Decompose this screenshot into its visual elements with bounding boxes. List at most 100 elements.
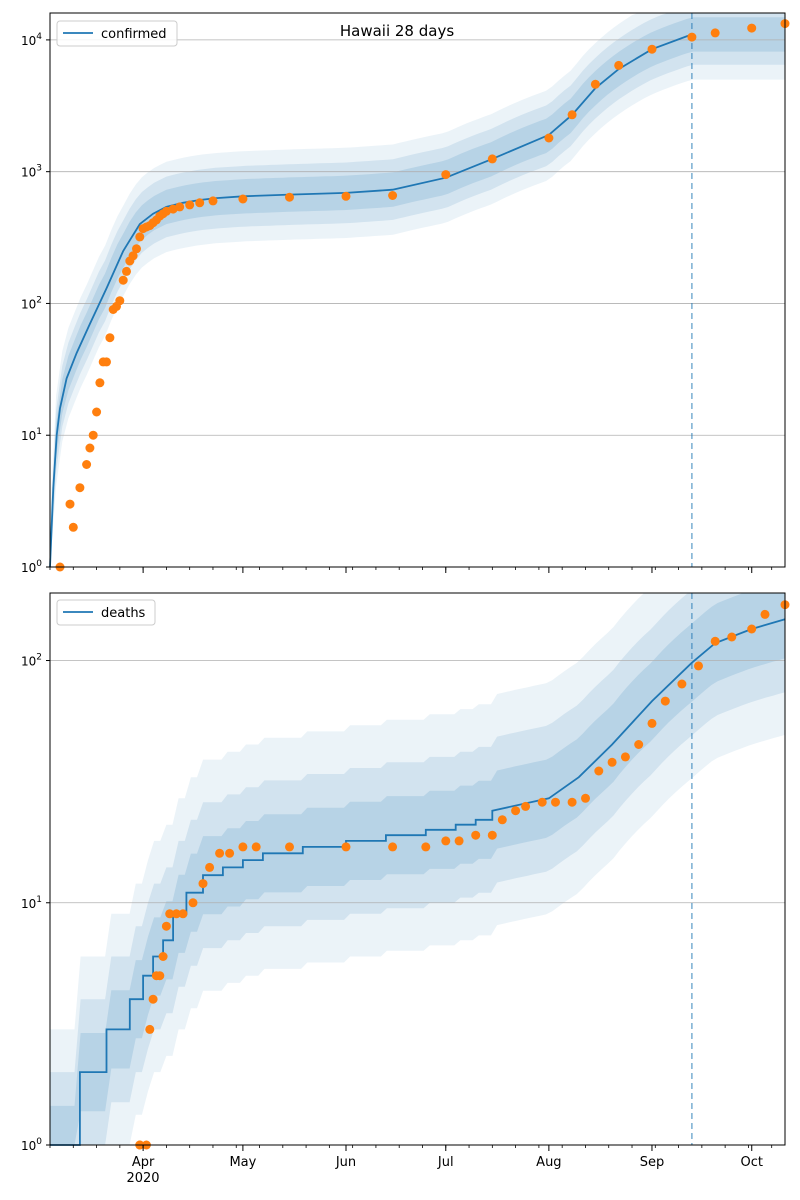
- x-tick-label: Oct: [740, 1155, 762, 1170]
- y-tick-label: 101: [21, 895, 42, 911]
- deaths-uncertainty-bands: [50, 593, 785, 1145]
- observed-point: [118, 275, 128, 285]
- deaths-panel: 100 101 102 Apr May Jun Jul Aug Sep Oct 2020 dea…: [21, 592, 790, 1186]
- observed-point: [238, 842, 248, 852]
- confirmed-legend-label: confirmed: [101, 27, 167, 42]
- observed-point: [225, 848, 235, 858]
- observed-point: [620, 752, 630, 762]
- deaths-legend-box: [56, 599, 156, 626]
- deaths-model-line: [50, 618, 786, 1146]
- observed-point: [747, 23, 757, 33]
- observed-point: [215, 848, 225, 858]
- confirmed-observed-points: [55, 19, 790, 572]
- observed-point: [165, 909, 175, 919]
- uncertainty-band: [50, 593, 785, 1145]
- y-tick-label: 102: [21, 295, 42, 311]
- deaths-x-axis: Apr May Jun Jul Aug Sep Oct: [49, 1145, 773, 1170]
- observed-point: [285, 842, 294, 852]
- x-tick-label: Jul: [437, 1155, 454, 1170]
- observed-point: [544, 133, 554, 143]
- confirmed-uncertainty-bands: [50, 13, 785, 568]
- observed-point: [537, 797, 547, 807]
- y-tick-label: 102: [21, 653, 42, 669]
- observed-point: [677, 679, 687, 689]
- x-tick-label: Jun: [335, 1155, 356, 1170]
- uncertainty-band: [50, 593, 785, 1145]
- observed-point: [88, 430, 98, 440]
- x-tick-label: Aug: [536, 1155, 561, 1170]
- observed-point: [128, 251, 138, 261]
- observed-point: [590, 79, 600, 89]
- observed-point: [614, 60, 624, 70]
- confirmed-legend-box: [56, 20, 178, 47]
- observed-point: [727, 632, 737, 642]
- observed-point: [634, 740, 644, 749]
- deaths-legend: deaths: [56, 599, 156, 626]
- observed-point: [487, 154, 497, 164]
- observed-point: [760, 609, 770, 619]
- observed-point: [195, 198, 205, 208]
- observed-point: [85, 443, 95, 453]
- observed-point: [487, 830, 497, 840]
- observed-point: [710, 28, 720, 38]
- observed-point: [341, 842, 351, 852]
- observed-point: [388, 842, 398, 852]
- observed-point: [115, 296, 125, 306]
- observed-point: [178, 909, 188, 919]
- confirmed-axes-frame: [49, 12, 786, 568]
- observed-point: [171, 909, 181, 919]
- observed-point: [208, 196, 218, 206]
- deaths-axes-frame: [49, 592, 786, 1146]
- observed-point: [285, 192, 294, 202]
- observed-point: [388, 191, 398, 200]
- observed-point: [158, 952, 168, 961]
- x-tick-label: Apr: [132, 1155, 155, 1170]
- confirmed-panel: 100 101 102 103 104 confirmed Hawaii 28 days: [21, 12, 790, 575]
- observed-point: [454, 836, 464, 846]
- observed-point: [145, 1024, 155, 1034]
- x-tick-label: May: [229, 1155, 256, 1170]
- y-tick-label: 100: [21, 1137, 42, 1153]
- observed-point: [155, 971, 165, 981]
- y-tick-label: 100: [21, 559, 42, 575]
- observed-point: [92, 407, 102, 417]
- observed-point: [251, 842, 261, 852]
- observed-point: [660, 696, 670, 706]
- observed-point: [75, 483, 85, 493]
- observed-point: [198, 879, 208, 889]
- observed-point: [687, 32, 697, 42]
- observed-point: [497, 815, 507, 825]
- observed-point: [161, 921, 171, 931]
- deaths-y-axis: 100 101 102: [21, 653, 50, 1153]
- x-tick-label: Sep: [640, 1155, 665, 1170]
- observed-point: [175, 202, 185, 212]
- observed-point: [567, 797, 577, 807]
- confirmed-legend: confirmed: [56, 20, 178, 47]
- deaths-legend-label: deaths: [101, 606, 146, 621]
- observed-point: [148, 994, 158, 1004]
- observed-point: [567, 110, 577, 120]
- observed-point: [205, 862, 215, 872]
- observed-point: [82, 460, 92, 469]
- observed-point: [421, 842, 431, 852]
- observed-point: [122, 266, 131, 276]
- y-tick-label: 103: [21, 164, 42, 180]
- observed-point: [747, 624, 757, 634]
- y-tick-label: 101: [21, 427, 42, 443]
- observed-point: [710, 636, 720, 646]
- observed-point: [102, 357, 111, 367]
- observed-point: [694, 661, 703, 671]
- observed-point: [581, 793, 590, 803]
- observed-point: [95, 378, 105, 388]
- observed-point: [647, 718, 657, 728]
- observed-point: [521, 801, 531, 811]
- x-axis-year-label: 2020: [126, 1171, 159, 1186]
- observed-point: [471, 830, 481, 840]
- observed-point: [68, 522, 78, 532]
- confirmed-y-axis: 100 101 102 103 104: [21, 32, 50, 575]
- observed-point: [132, 244, 141, 254]
- observed-point: [65, 499, 75, 509]
- observed-point: [551, 797, 560, 807]
- observed-point: [238, 194, 248, 204]
